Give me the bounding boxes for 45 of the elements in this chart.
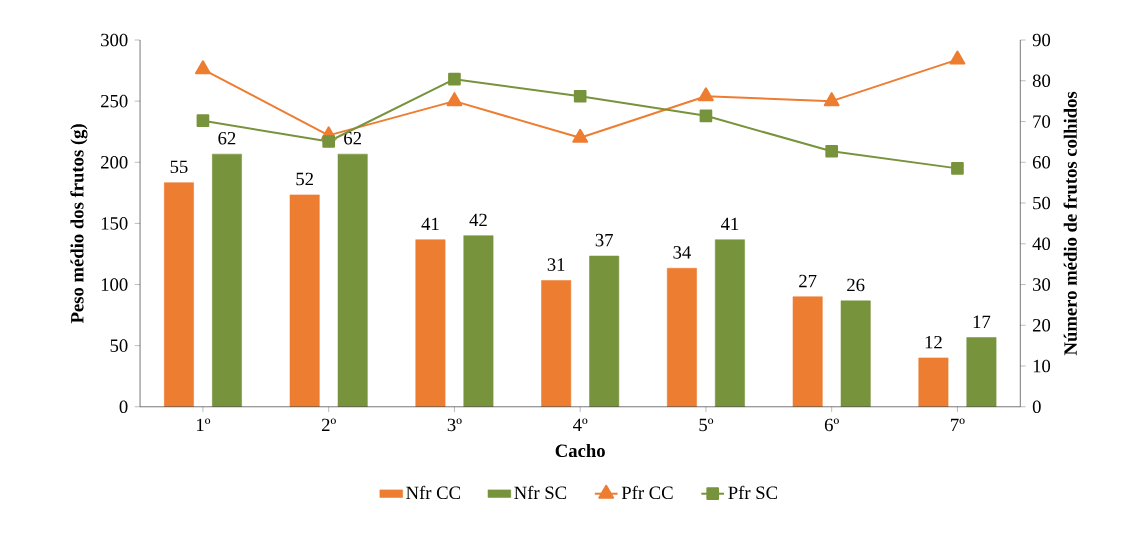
y2-tick-label: 20	[1032, 318, 1051, 332]
data-label: 31	[547, 258, 565, 271]
data-label: 17	[973, 315, 991, 328]
legend-label: Nfr CC	[406, 485, 461, 499]
y-tick-label: 250	[101, 94, 128, 108]
x-tick-label: 6º	[824, 418, 839, 431]
legend-label: Pfr CC	[621, 485, 673, 499]
data-label: 41	[720, 217, 739, 230]
data-label: 52	[296, 172, 313, 186]
x-tick-label: 4º	[572, 418, 588, 431]
data-label: 62	[218, 131, 236, 145]
data-label: 42	[469, 213, 487, 226]
x-tick-label: 2º	[321, 418, 336, 431]
y-tick-label: 100	[101, 277, 128, 291]
data-label: 26	[847, 278, 865, 291]
data-label: 12	[925, 335, 942, 349]
y-tick-label: 150	[101, 216, 128, 230]
x-axis-title: Cacho	[555, 443, 605, 457]
y-tick-label: 300	[101, 33, 128, 47]
legend-label: Pfr SC	[728, 485, 778, 499]
y2-axis-title: Número médio de frutos colhidos	[1063, 91, 1077, 355]
y2-tick-label: 0	[1032, 400, 1041, 413]
x-tick-label: 3º	[447, 418, 462, 431]
y2-tick-label: 30	[1033, 277, 1051, 291]
y2-tick-label: 80	[1032, 74, 1051, 87]
y-tick-label: 0	[119, 400, 128, 413]
y2-tick-label: 70	[1033, 114, 1051, 128]
y2-tick-label: 50	[1033, 196, 1051, 210]
y-axis-title: Peso médio dos frutos (g)	[70, 123, 88, 323]
data-label: 27	[799, 274, 817, 287]
y2-tick-label: 40	[1032, 237, 1051, 250]
data-label: 34	[673, 245, 691, 259]
y-tick-label: 200	[101, 155, 128, 169]
legend-label: Nfr SC	[514, 485, 567, 499]
y-tick-label: 50	[110, 339, 128, 352]
data-label: 37	[595, 233, 613, 247]
y2-tick-label: 60	[1032, 155, 1051, 169]
data-label: 41	[421, 217, 439, 230]
data-label: 62	[344, 131, 361, 145]
data-label: 55	[170, 160, 188, 173]
x-tick-label: 1º	[197, 418, 211, 431]
y2-tick-label: 90	[1032, 33, 1051, 47]
x-tick-label: 5º	[699, 418, 714, 431]
y2-tick-label: 10	[1033, 359, 1051, 373]
x-tick-label: 7º	[951, 418, 965, 431]
